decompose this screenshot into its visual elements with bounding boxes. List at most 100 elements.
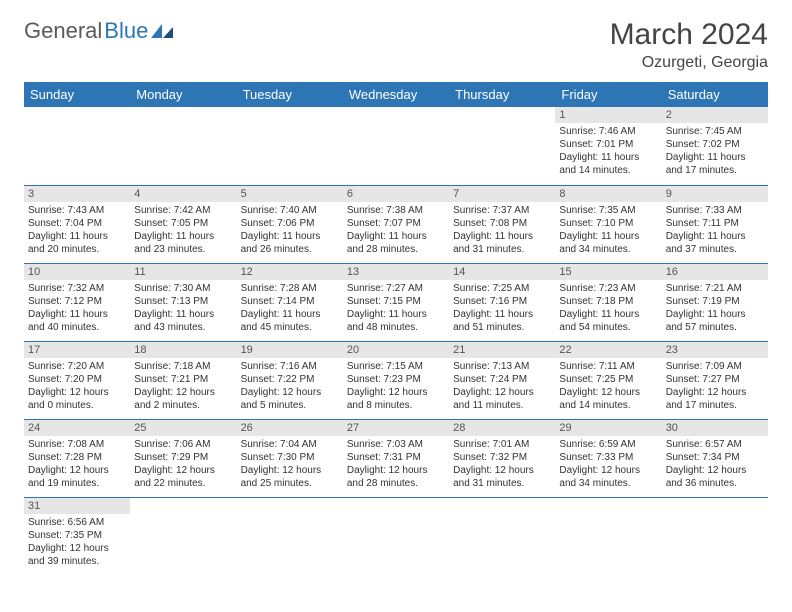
weekday-header: Wednesday	[343, 82, 449, 107]
day-cell: 17Sunrise: 7:20 AMSunset: 7:20 PMDayligh…	[24, 341, 130, 419]
logo-text-1: General	[24, 18, 102, 44]
day-cell: 27Sunrise: 7:03 AMSunset: 7:31 PMDayligh…	[343, 419, 449, 497]
day-info: Sunrise: 7:01 AMSunset: 7:32 PMDaylight:…	[453, 438, 551, 490]
day-number: 1	[555, 107, 661, 123]
day-number: 14	[449, 264, 555, 280]
day-info: Sunrise: 7:21 AMSunset: 7:19 PMDaylight:…	[666, 282, 764, 334]
weekday-header: Saturday	[662, 82, 768, 107]
weekday-header: Sunday	[24, 82, 130, 107]
empty-cell	[237, 107, 343, 185]
day-cell: 21 Sunrise: 7:13 AMSunset: 7:24 PMDayligh…	[449, 341, 555, 419]
day-cell: 14Sunrise: 7:25 AMSunset: 7:16 PMDayligh…	[449, 263, 555, 341]
day-info: Sunrise: 7:32 AMSunset: 7:12 PMDaylight:…	[28, 282, 126, 334]
day-info: Sunrise: 6:56 AMSunset: 7:35 PMDaylight:…	[28, 516, 126, 568]
day-cell: 11Sunrise: 7:30 AMSunset: 7:13 PMDayligh…	[130, 263, 236, 341]
day-cell: 18Sunrise: 7:18 AMSunset: 7:21 PMDayligh…	[130, 341, 236, 419]
day-number: 13	[343, 264, 449, 280]
day-cell: 26Sunrise: 7:04 AMSunset: 7:30 PMDayligh…	[237, 419, 343, 497]
day-number: 28	[449, 420, 555, 436]
day-cell: 1 Sunrise: 7:46 AMSunset: 7:01 PMDaylight…	[555, 107, 661, 185]
day-number: 15	[555, 264, 661, 280]
day-number: 23	[662, 342, 768, 358]
day-info: Sunrise: 7:46 AMSunset: 7:01 PMDaylight:…	[559, 125, 657, 177]
empty-cell	[555, 497, 661, 575]
weekday-header: Friday	[555, 82, 661, 107]
day-info: Sunrise: 7:11 AMSunset: 7:25 PMDaylight:…	[559, 360, 657, 412]
day-info: Sunrise: 7:20 AMSunset: 7:20 PMDaylight:…	[28, 360, 126, 412]
day-number: 29	[555, 420, 661, 436]
empty-cell	[662, 497, 768, 575]
sail-icon	[151, 24, 173, 38]
day-info: Sunrise: 7:38 AMSunset: 7:07 PMDaylight:…	[347, 204, 445, 256]
empty-cell	[343, 107, 449, 185]
month-title: March 2024	[610, 18, 768, 52]
day-number: 4	[130, 186, 236, 202]
day-number: 21	[449, 342, 555, 358]
calendar-week-row: 24 Sunrise: 7:08 AMSunset: 7:28 PMDayligh…	[24, 419, 768, 497]
day-info: Sunrise: 7:28 AMSunset: 7:14 PMDaylight:…	[241, 282, 339, 334]
calendar-week-row: 31 Sunrise: 6:56 AMSunset: 7:35 PMDayligh…	[24, 497, 768, 575]
day-info: Sunrise: 7:13 AMSunset: 7:24 PMDaylight:…	[453, 360, 551, 412]
day-cell: 24 Sunrise: 7:08 AMSunset: 7:28 PMDayligh…	[24, 419, 130, 497]
day-info: Sunrise: 7:33 AMSunset: 7:11 PMDaylight:…	[666, 204, 764, 256]
day-cell: 2 Sunrise: 7:45 AMSunset: 7:02 PMDaylight…	[662, 107, 768, 185]
day-cell: 3Sunrise: 7:43 AMSunset: 7:04 PMDaylight…	[24, 185, 130, 263]
day-cell: 15 Sunrise: 7:23 AMSunset: 7:18 PMDayligh…	[555, 263, 661, 341]
day-number: 9	[662, 186, 768, 202]
day-cell: 23 Sunrise: 7:09 AMSunset: 7:27 PMDayligh…	[662, 341, 768, 419]
day-number: 12	[237, 264, 343, 280]
day-info: Sunrise: 7:16 AMSunset: 7:22 PMDaylight:…	[241, 360, 339, 412]
day-cell: 13 Sunrise: 7:27 AMSunset: 7:15 PMDayligh…	[343, 263, 449, 341]
day-info: Sunrise: 7:23 AMSunset: 7:18 PMDaylight:…	[559, 282, 657, 334]
calendar-page: GeneralBlue March 2024 Ozurgeti, Georgia…	[0, 0, 792, 593]
empty-cell	[343, 497, 449, 575]
day-info: Sunrise: 6:59 AMSunset: 7:33 PMDaylight:…	[559, 438, 657, 490]
calendar-week-row: 17Sunrise: 7:20 AMSunset: 7:20 PMDayligh…	[24, 341, 768, 419]
weekday-header: Thursday	[449, 82, 555, 107]
calendar-table: SundayMondayTuesdayWednesdayThursdayFrid…	[24, 82, 768, 575]
day-info: Sunrise: 7:08 AMSunset: 7:28 PMDaylight:…	[28, 438, 126, 490]
empty-cell	[130, 497, 236, 575]
weekday-header-row: SundayMondayTuesdayWednesdayThursdayFrid…	[24, 82, 768, 107]
day-info: Sunrise: 7:27 AMSunset: 7:15 PMDaylight:…	[347, 282, 445, 334]
calendar-week-row: 1 Sunrise: 7:46 AMSunset: 7:01 PMDaylight…	[24, 107, 768, 185]
title-block: March 2024 Ozurgeti, Georgia	[610, 18, 768, 72]
day-cell: 9 Sunrise: 7:33 AMSunset: 7:11 PMDaylight…	[662, 185, 768, 263]
day-cell: 30Sunrise: 6:57 AMSunset: 7:34 PMDayligh…	[662, 419, 768, 497]
day-number: 10	[24, 264, 130, 280]
day-info: Sunrise: 7:40 AMSunset: 7:06 PMDaylight:…	[241, 204, 339, 256]
day-info: Sunrise: 7:04 AMSunset: 7:30 PMDaylight:…	[241, 438, 339, 490]
day-cell: 31 Sunrise: 6:56 AMSunset: 7:35 PMDayligh…	[24, 497, 130, 575]
day-number: 24	[24, 420, 130, 436]
day-number: 2	[662, 107, 768, 123]
day-cell: 19Sunrise: 7:16 AMSunset: 7:22 PMDayligh…	[237, 341, 343, 419]
day-cell: 25Sunrise: 7:06 AMSunset: 7:29 PMDayligh…	[130, 419, 236, 497]
day-cell: 8Sunrise: 7:35 AMSunset: 7:10 PMDaylight…	[555, 185, 661, 263]
day-number: 25	[130, 420, 236, 436]
day-cell: 12 Sunrise: 7:28 AMSunset: 7:14 PMDayligh…	[237, 263, 343, 341]
day-number: 6	[343, 186, 449, 202]
day-number: 27	[343, 420, 449, 436]
day-info: Sunrise: 6:57 AMSunset: 7:34 PMDaylight:…	[666, 438, 764, 490]
day-info: Sunrise: 7:42 AMSunset: 7:05 PMDaylight:…	[134, 204, 232, 256]
day-info: Sunrise: 7:30 AMSunset: 7:13 PMDaylight:…	[134, 282, 232, 334]
location: Ozurgeti, Georgia	[610, 54, 768, 72]
day-number: 31	[24, 498, 130, 514]
day-number: 8	[555, 186, 661, 202]
day-cell: 28 Sunrise: 7:01 AMSunset: 7:32 PMDayligh…	[449, 419, 555, 497]
day-info: Sunrise: 7:45 AMSunset: 7:02 PMDaylight:…	[666, 125, 764, 177]
weekday-header: Tuesday	[237, 82, 343, 107]
day-cell: 29 Sunrise: 6:59 AMSunset: 7:33 PMDayligh…	[555, 419, 661, 497]
day-info: Sunrise: 7:09 AMSunset: 7:27 PMDaylight:…	[666, 360, 764, 412]
day-cell: 20Sunrise: 7:15 AMSunset: 7:23 PMDayligh…	[343, 341, 449, 419]
day-number: 22	[555, 342, 661, 358]
day-cell: 10 Sunrise: 7:32 AMSunset: 7:12 PMDayligh…	[24, 263, 130, 341]
empty-cell	[449, 107, 555, 185]
day-info: Sunrise: 7:18 AMSunset: 7:21 PMDaylight:…	[134, 360, 232, 412]
day-cell: 7Sunrise: 7:37 AMSunset: 7:08 PMDaylight…	[449, 185, 555, 263]
logo: GeneralBlue	[24, 18, 173, 44]
day-cell: 6 Sunrise: 7:38 AMSunset: 7:07 PMDaylight…	[343, 185, 449, 263]
day-number: 3	[24, 186, 130, 202]
calendar-week-row: 3Sunrise: 7:43 AMSunset: 7:04 PMDaylight…	[24, 185, 768, 263]
day-number: 5	[237, 186, 343, 202]
